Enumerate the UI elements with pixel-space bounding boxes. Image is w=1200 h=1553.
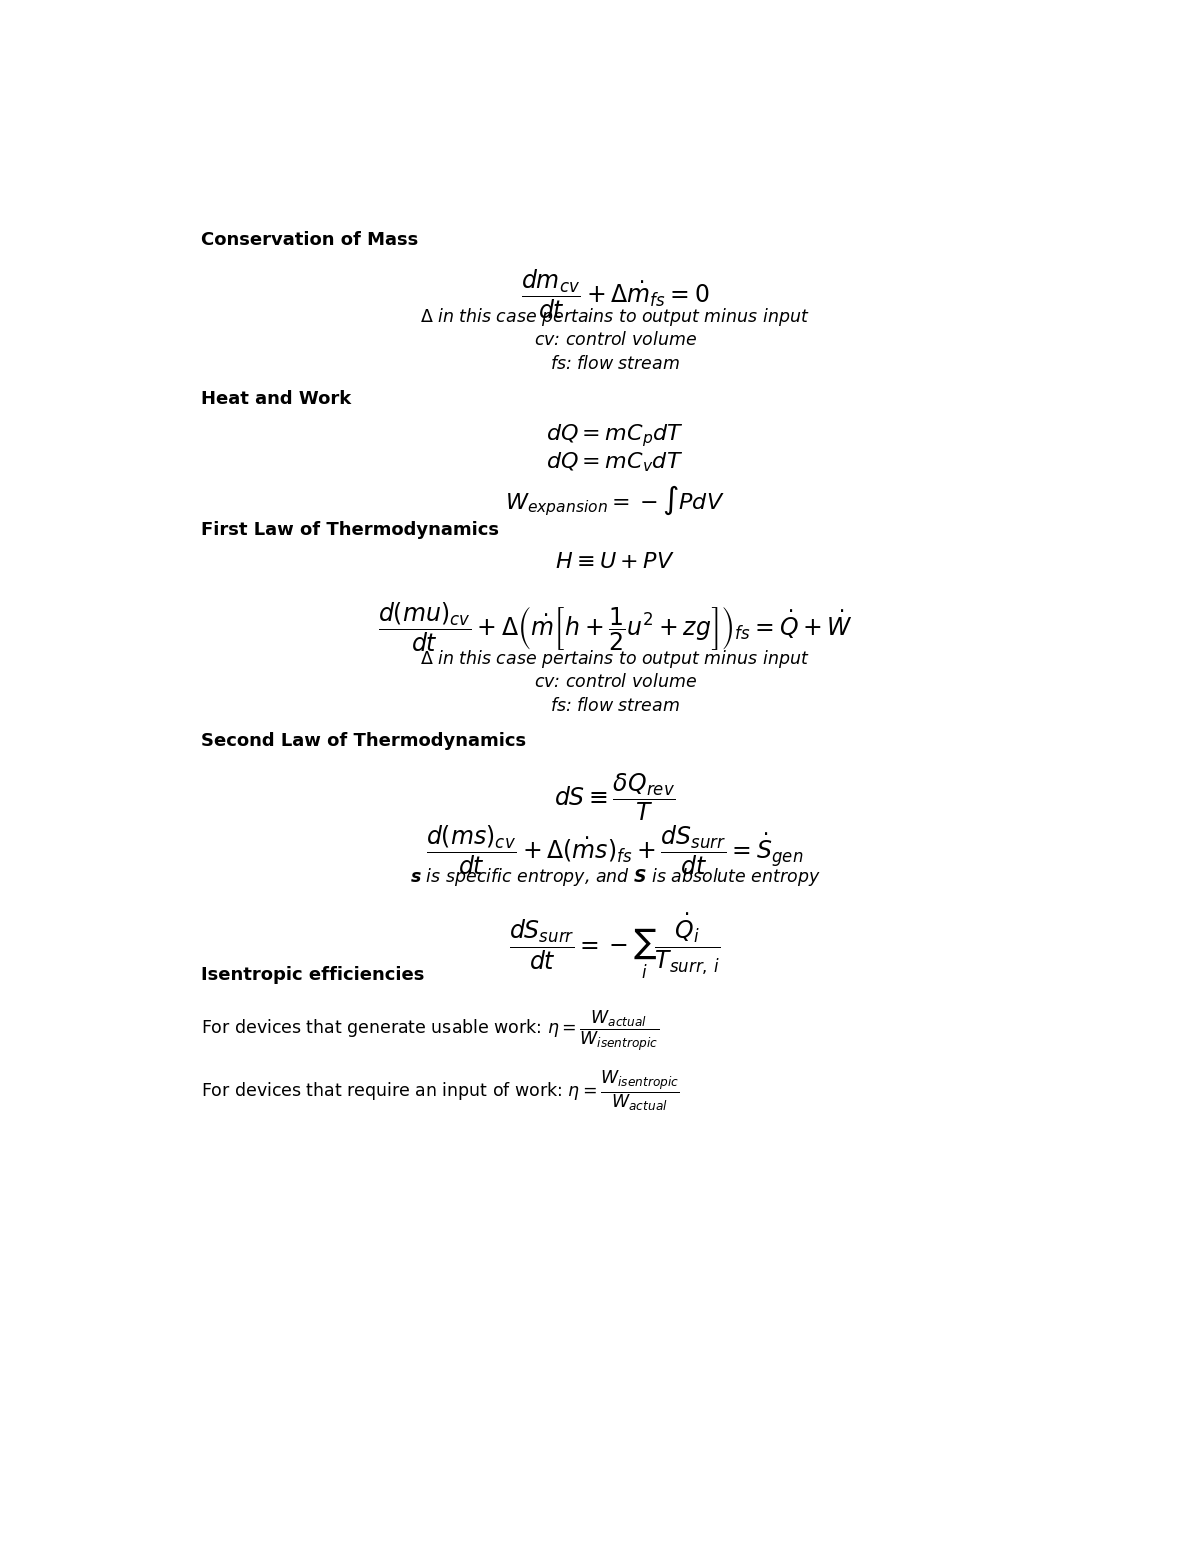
Text: $H \equiv U + PV$: $H \equiv U + PV$ <box>556 553 674 572</box>
Text: For devices that require an input of work: $\eta = \dfrac{W_{isentropic}}{W_{act: For devices that require an input of wor… <box>202 1068 680 1114</box>
Text: For devices that generate usable work: $\eta = \dfrac{W_{actual}}{W_{isentropic}: For devices that generate usable work: $… <box>202 1008 659 1053</box>
Text: $dQ = mC_v dT$: $dQ = mC_v dT$ <box>546 450 684 474</box>
Text: $W_{expansion} = -\int P dV$: $W_{expansion} = -\int P dV$ <box>505 485 725 519</box>
Text: $dQ = mC_p dT$: $dQ = mC_p dT$ <box>546 422 684 449</box>
Text: Conservation of Mass: Conservation of Mass <box>202 230 419 248</box>
Text: $dS \equiv \dfrac{\delta Q_{rev}}{T}$: $dS \equiv \dfrac{\delta Q_{rev}}{T}$ <box>554 772 676 823</box>
Text: First Law of Thermodynamics: First Law of Thermodynamics <box>202 522 499 539</box>
Text: $cv$: control volume: $cv$: control volume <box>534 672 696 691</box>
Text: Isentropic efficiencies: Isentropic efficiencies <box>202 966 425 985</box>
Text: $\Delta$ in this case pertains to output minus input: $\Delta$ in this case pertains to output… <box>420 306 810 328</box>
Text: $\dfrac{dm_{cv}}{dt} + \Delta\dot{m}_{fs} = 0$: $\dfrac{dm_{cv}}{dt} + \Delta\dot{m}_{fs… <box>521 267 709 321</box>
Text: $\Delta$ in this case pertains to output minus input: $\Delta$ in this case pertains to output… <box>420 648 810 669</box>
Text: $fs$: flow stream: $fs$: flow stream <box>550 697 680 714</box>
Text: $\dfrac{dS_{surr}}{dt} = -\sum_{i} \dfrac{\dot{Q}_i}{T_{surr,\,i}}$: $\dfrac{dS_{surr}}{dt} = -\sum_{i} \dfra… <box>509 912 721 981</box>
Text: Heat and Work: Heat and Work <box>202 390 352 407</box>
Text: Second Law of Thermodynamics: Second Law of Thermodynamics <box>202 731 527 750</box>
Text: $fs$: flow stream: $fs$: flow stream <box>550 356 680 373</box>
Text: $cv$: control volume: $cv$: control volume <box>534 331 696 349</box>
Text: $\boldsymbol{s}$ is specific entropy, and $\boldsymbol{S}$ is absolute entropy: $\boldsymbol{s}$ is specific entropy, an… <box>409 865 821 888</box>
Text: $\dfrac{d(mu)_{cv}}{dt} + \Delta\left(\dot{m}\left[h + \dfrac{1}{2}u^2 + zg\righ: $\dfrac{d(mu)_{cv}}{dt} + \Delta\left(\d… <box>378 599 852 654</box>
Text: $\dfrac{d(ms)_{cv}}{dt} + \Delta(\dot{m}s)_{fs} + \dfrac{dS_{surr}}{dt} = \dot{S: $\dfrac{d(ms)_{cv}}{dt} + \Delta(\dot{m}… <box>426 823 804 877</box>
